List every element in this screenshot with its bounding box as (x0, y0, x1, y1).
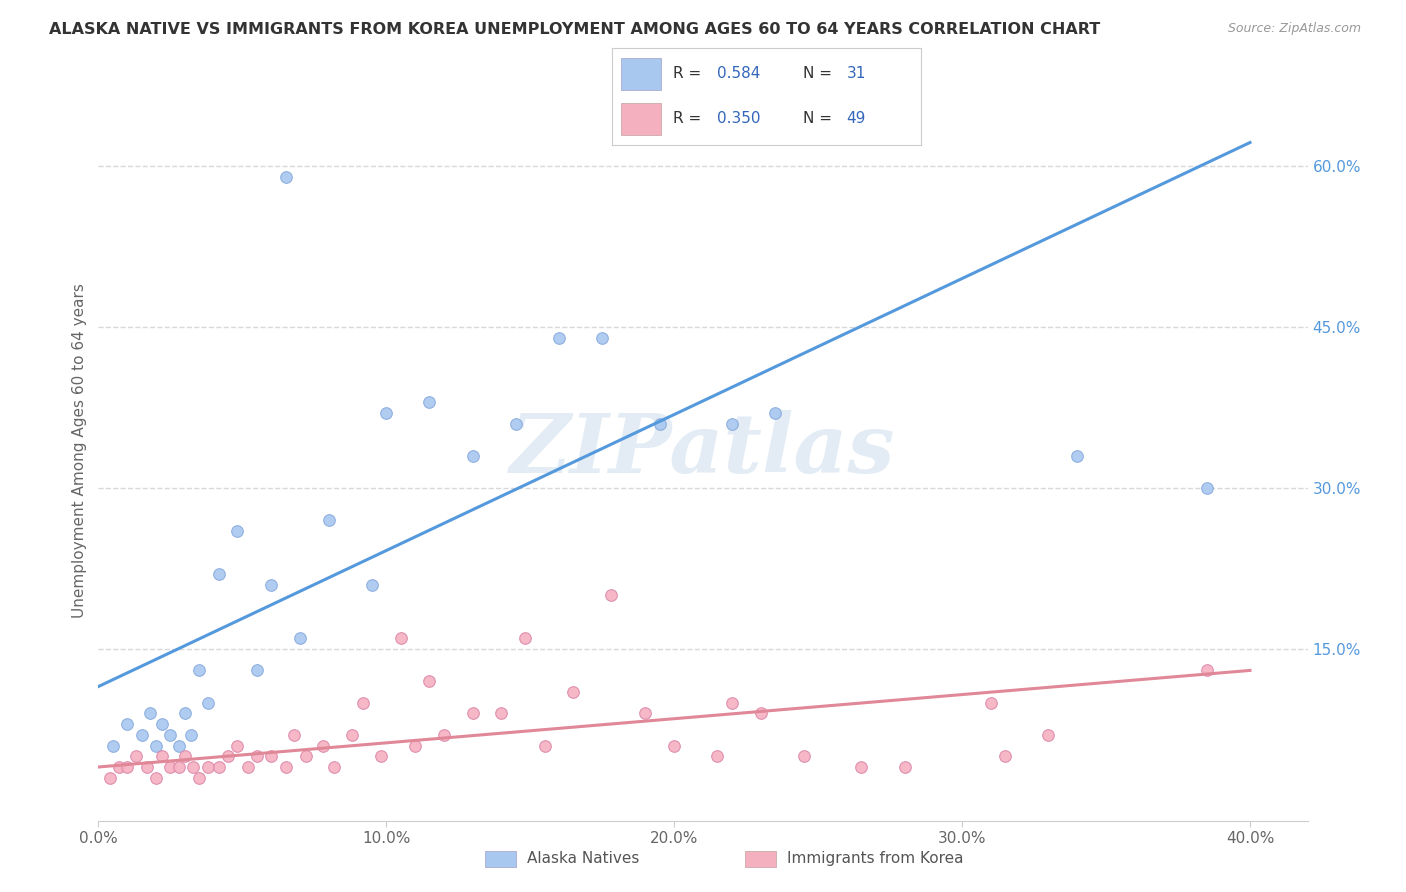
Text: 31: 31 (846, 66, 866, 81)
Point (246, 664, 269, 678)
Text: Alaska Natives: Alaska Natives (527, 852, 640, 866)
Point (173, 706, 195, 721)
Text: ALASKA NATIVE VS IMMIGRANTS FROM KOREA UNEMPLOYMENT AMONG AGES 60 TO 64 YEARS CO: ALASKA NATIVE VS IMMIGRANTS FROM KOREA U… (49, 22, 1101, 37)
Point (433, 728, 456, 742)
Point (183, 760, 205, 774)
Point (283, 728, 305, 742)
Point (980, 696, 1002, 710)
Point (533, 739, 555, 753)
Point (197, 696, 219, 710)
Point (994, 749, 1017, 764)
Point (634, 706, 657, 721)
Point (217, 749, 239, 764)
Point (131, 728, 153, 742)
Point (375, 406, 398, 420)
Point (101, 739, 124, 753)
Point (167, 739, 190, 753)
Y-axis label: Unemployment Among Ages 60 to 64 years: Unemployment Among Ages 60 to 64 years (72, 283, 87, 618)
Point (340, 728, 363, 742)
Point (318, 513, 340, 527)
Point (188, 771, 211, 785)
Point (208, 760, 231, 774)
Point (361, 577, 384, 591)
Point (720, 696, 742, 710)
Point (173, 749, 195, 764)
Point (323, 760, 346, 774)
Bar (621, 58, 661, 89)
Point (274, 760, 297, 774)
Point (294, 749, 316, 764)
Point (236, 760, 259, 774)
Point (763, 406, 786, 420)
Point (389, 632, 412, 646)
Point (893, 760, 915, 774)
Point (136, 760, 159, 774)
Point (145, 771, 167, 785)
Point (404, 739, 426, 753)
Point (115, 717, 138, 731)
Point (180, 728, 202, 742)
Point (98, 771, 121, 785)
Text: 0.350: 0.350 (717, 112, 761, 127)
Point (461, 706, 484, 721)
Point (664, 739, 686, 753)
Point (260, 577, 283, 591)
Point (125, 749, 148, 764)
Point (274, 169, 297, 184)
Point (312, 739, 335, 753)
Point (145, 739, 167, 753)
Point (246, 749, 269, 764)
Point (167, 760, 190, 774)
Point (513, 632, 536, 646)
Point (706, 749, 728, 764)
Point (562, 685, 585, 699)
Point (720, 417, 742, 431)
Point (648, 417, 671, 431)
Bar (621, 103, 661, 135)
Text: N =: N = (803, 112, 837, 127)
Point (370, 749, 392, 764)
Point (150, 749, 173, 764)
Point (505, 417, 527, 431)
Text: Immigrants from Korea: Immigrants from Korea (787, 852, 965, 866)
Point (352, 696, 374, 710)
Point (793, 749, 815, 764)
Point (188, 664, 211, 678)
Text: R =: R = (673, 66, 707, 81)
Point (591, 331, 613, 345)
Text: 49: 49 (846, 112, 866, 127)
Point (461, 449, 484, 463)
Point (418, 674, 440, 689)
Point (225, 739, 247, 753)
Point (225, 524, 247, 538)
Point (115, 760, 138, 774)
Text: Source: ZipAtlas.com: Source: ZipAtlas.com (1227, 22, 1361, 36)
Text: ZIPatlas: ZIPatlas (510, 410, 896, 491)
Point (491, 706, 513, 721)
Point (159, 728, 181, 742)
Point (260, 749, 283, 764)
Point (851, 760, 873, 774)
Point (139, 706, 162, 721)
Point (1195, 664, 1218, 678)
Point (599, 588, 621, 602)
Point (197, 760, 219, 774)
Point (749, 706, 772, 721)
Text: N =: N = (803, 66, 837, 81)
Text: R =: R = (673, 112, 707, 127)
Point (208, 566, 231, 581)
Point (1038, 728, 1060, 742)
Point (418, 395, 440, 409)
Text: 0.584: 0.584 (717, 66, 761, 81)
Point (150, 717, 173, 731)
Point (288, 632, 311, 646)
Point (548, 331, 571, 345)
Point (1195, 481, 1218, 495)
Point (159, 760, 181, 774)
Point (107, 760, 129, 774)
Point (1066, 449, 1088, 463)
